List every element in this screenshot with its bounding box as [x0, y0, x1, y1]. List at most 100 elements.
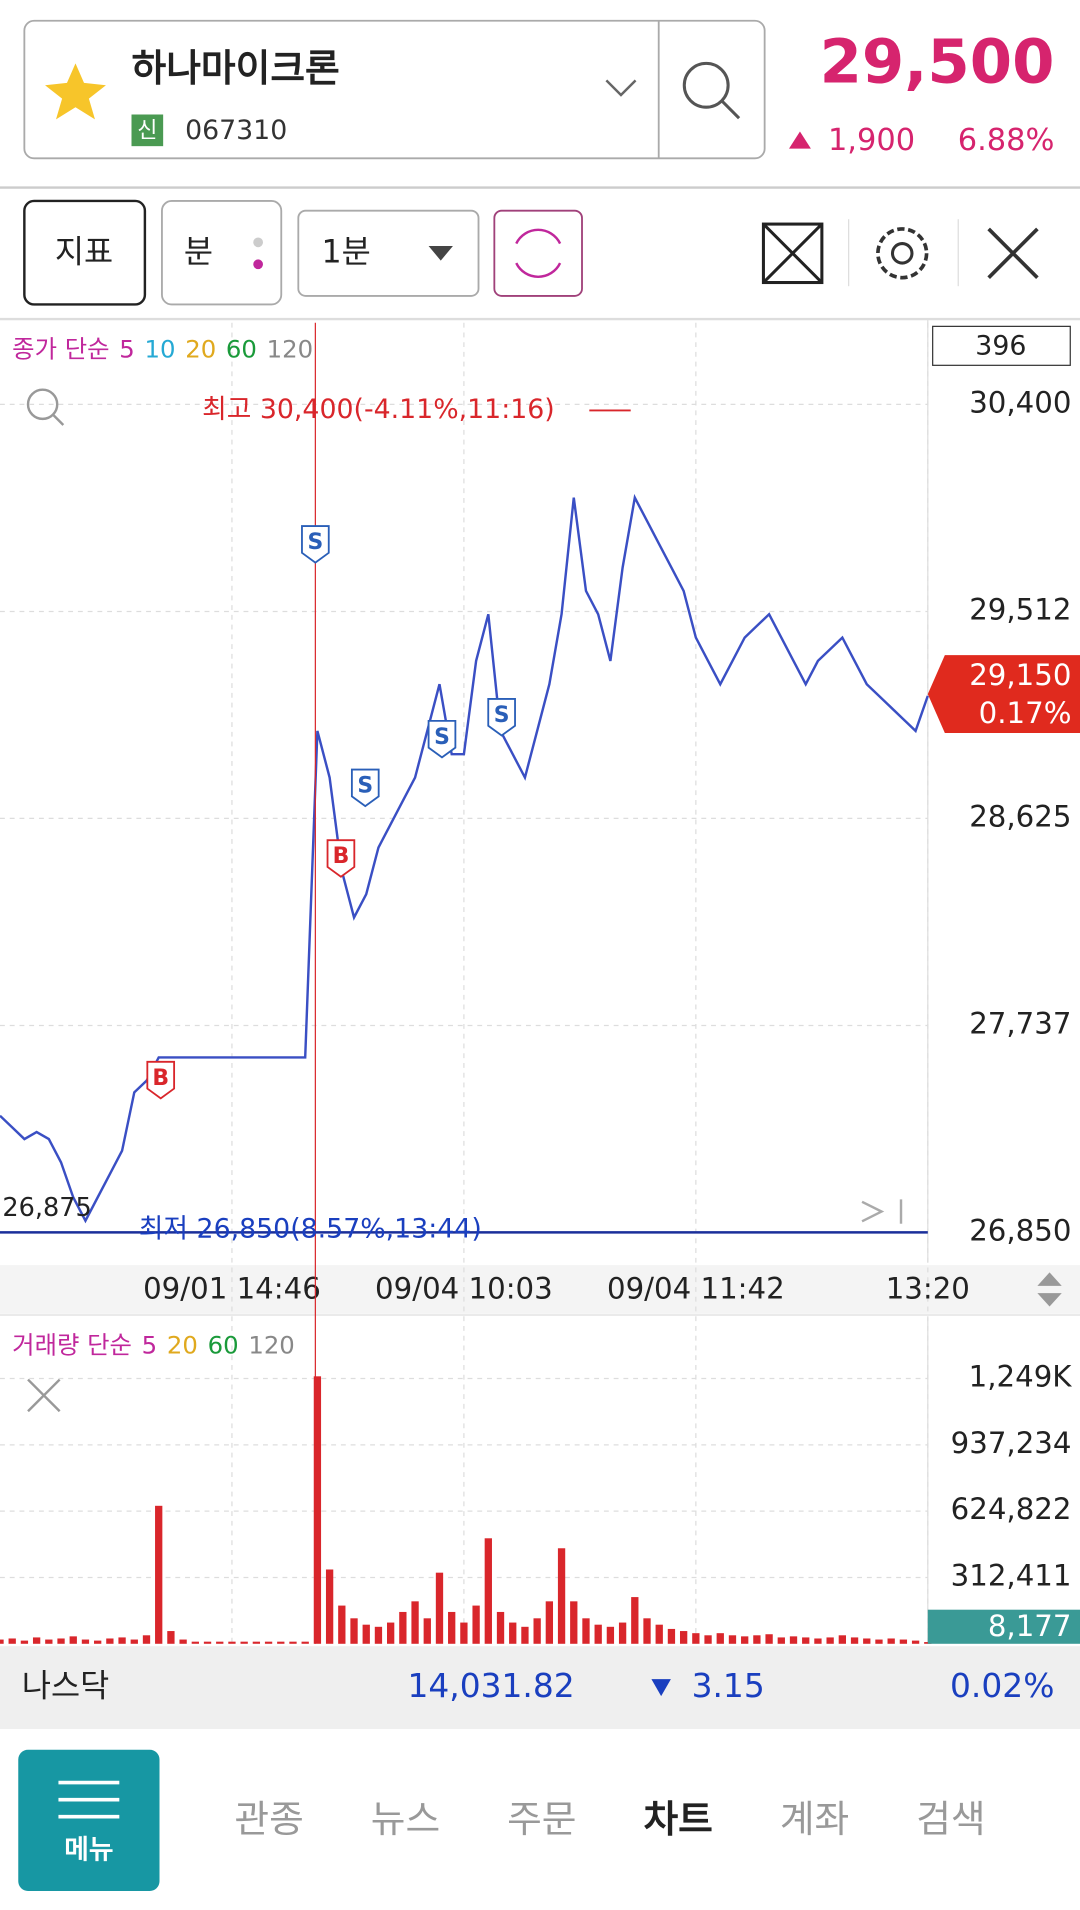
volume-bar — [618, 1622, 627, 1644]
scroll-end-icon[interactable] — [861, 1200, 885, 1223]
volume-bar — [399, 1611, 407, 1644]
nav-tab[interactable]: 검색 — [916, 1797, 985, 1841]
volume-bar — [216, 1641, 224, 1644]
y-tick-label: 26,850 — [969, 1213, 1071, 1247]
expand-icon[interactable] — [761, 222, 824, 285]
close-volume[interactable] — [27, 1378, 61, 1413]
last-price: 29,150 — [969, 658, 1071, 692]
signal-label: B — [152, 1066, 169, 1091]
signal-label: S — [357, 774, 373, 799]
nav-tab[interactable]: 주문 — [507, 1797, 576, 1841]
volume-bar — [631, 1597, 639, 1644]
volume-bar — [313, 1376, 322, 1644]
volume-bar — [252, 1641, 261, 1644]
ticker-name: 나스닥 — [22, 1669, 109, 1705]
y-tick-label: 312,411 — [951, 1558, 1072, 1592]
unit-label: 분 — [184, 234, 213, 270]
volume-bar — [362, 1624, 370, 1644]
x-tick-label: 09/04 11:42 — [607, 1272, 785, 1306]
volume-bar — [741, 1636, 749, 1644]
volume-bar — [814, 1638, 822, 1644]
volume-bar — [118, 1637, 126, 1644]
refresh-icon — [515, 228, 562, 278]
legend-entry: 20 — [185, 335, 216, 364]
zoom-icon[interactable] — [26, 388, 59, 421]
down-arrow — [651, 1679, 671, 1697]
volume-bar — [32, 1637, 41, 1644]
signal-label: S — [494, 703, 510, 728]
volume-bar — [0, 1639, 4, 1644]
volume-bar — [570, 1601, 578, 1644]
ticker-bar[interactable] — [0, 1646, 1080, 1730]
ticker-change-pct: 0.02% — [950, 1666, 1054, 1705]
signal-label: S — [434, 725, 450, 750]
time-axis-strip — [0, 1265, 1080, 1314]
price-change-pct: 6.88% — [958, 123, 1055, 158]
volume-bar — [850, 1637, 859, 1644]
last-price-flag — [927, 655, 1080, 734]
volume-bar — [826, 1637, 834, 1644]
volume-bar — [728, 1635, 737, 1644]
volume-bar — [264, 1641, 273, 1644]
legend-entry: 5 — [119, 335, 135, 364]
interval-label: 1분 — [321, 234, 370, 270]
volume-bar — [643, 1618, 651, 1644]
volume-bar — [911, 1640, 920, 1644]
volume-bar — [448, 1611, 456, 1644]
volume-bar — [594, 1624, 602, 1644]
refresh-button[interactable] — [493, 209, 583, 297]
settings-icon[interactable] — [876, 227, 929, 280]
up-arrow — [788, 131, 811, 149]
left-label: 26,875 — [2, 1193, 91, 1223]
unit-button[interactable] — [161, 200, 283, 306]
x-tick-label: 13:20 — [886, 1272, 970, 1306]
volume-bar — [45, 1639, 53, 1644]
search-icon[interactable] — [682, 61, 730, 109]
nav-tab[interactable]: 차트 — [643, 1797, 712, 1841]
menu-button[interactable] — [18, 1749, 160, 1891]
volume-bar — [387, 1622, 395, 1644]
scale-arrow[interactable] — [1037, 1272, 1062, 1286]
volume-bar — [69, 1636, 77, 1644]
volume-bar — [765, 1634, 773, 1644]
nav-tab[interactable]: 관종 — [234, 1797, 303, 1841]
volume-bar — [228, 1641, 236, 1644]
volume-bar — [8, 1638, 16, 1644]
volume-bar — [20, 1640, 29, 1644]
volume-bar — [240, 1641, 248, 1644]
volume-bar — [94, 1640, 102, 1644]
volume-bar — [423, 1618, 431, 1644]
favorite-star[interactable] — [45, 63, 106, 120]
volume-bar — [789, 1636, 798, 1644]
y-tick-label: 27,737 — [969, 1006, 1071, 1040]
volume-bar — [472, 1605, 480, 1644]
volume-bar — [667, 1628, 676, 1644]
search-icon-handle — [720, 100, 741, 120]
y-tick-label: 30,400 — [969, 385, 1071, 419]
volume-bar — [887, 1638, 895, 1644]
volume-bar — [557, 1548, 566, 1644]
interval-select[interactable] — [297, 209, 480, 297]
tools-icon[interactable] — [987, 227, 1039, 279]
ticker-value: 14,031.82 — [407, 1666, 574, 1705]
legend-title: 종가 단순 — [12, 335, 109, 364]
menu-icon — [58, 1780, 120, 1819]
nav-tab[interactable]: 뉴스 — [371, 1797, 440, 1841]
dropdown-icon[interactable] — [605, 79, 637, 97]
y-tick-label: 29,512 — [969, 592, 1071, 626]
y-tick-label: 624,822 — [951, 1492, 1072, 1526]
volume-bar — [155, 1505, 163, 1644]
volume-bar — [533, 1618, 541, 1644]
volume-bar — [521, 1626, 529, 1644]
scale-arrow — [1037, 1293, 1062, 1307]
volume-bar — [545, 1601, 554, 1644]
indicator-button[interactable] — [23, 199, 147, 306]
stock-name: 하나마이크론 — [131, 46, 339, 90]
ticker-change: 3.15 — [692, 1666, 765, 1705]
signal-marker — [146, 1060, 176, 1100]
volume-bar — [325, 1569, 334, 1644]
volume-bar — [704, 1635, 712, 1644]
nav-tab[interactable]: 계좌 — [780, 1797, 849, 1841]
stock-selector[interactable] — [23, 19, 766, 160]
